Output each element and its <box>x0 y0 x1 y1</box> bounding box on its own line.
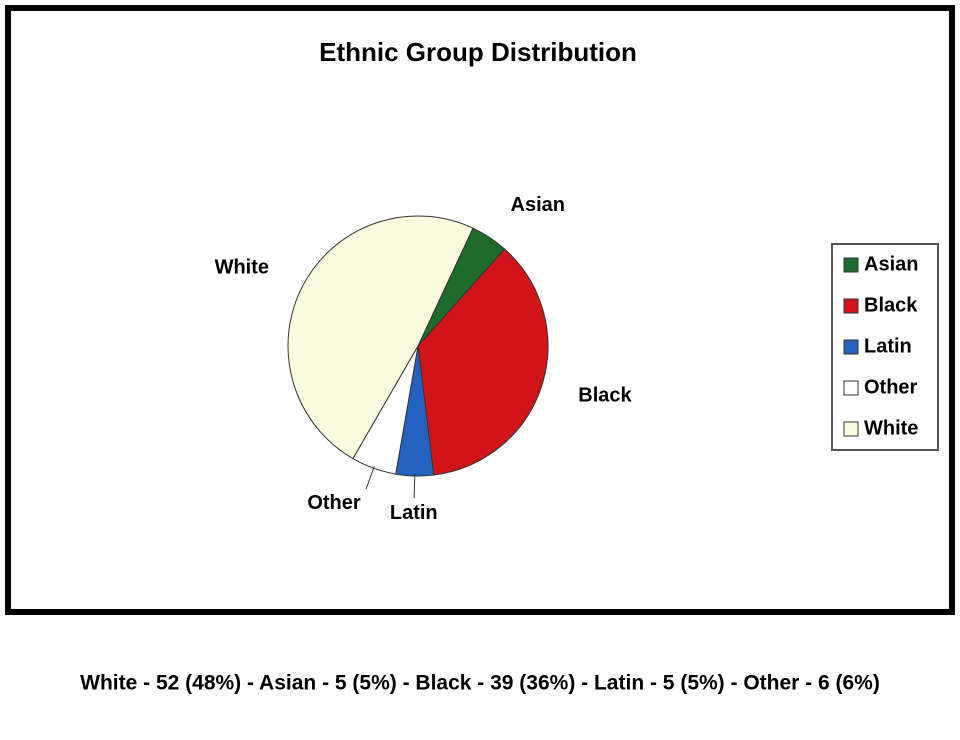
chart-title: Ethnic Group Distribution <box>319 37 637 67</box>
legend-label: Latin <box>864 335 912 357</box>
slice-label: Latin <box>390 502 438 524</box>
legend-swatch <box>843 339 859 355</box>
caption: White - 52 (48%) - Asian - 5 (5%) - Blac… <box>80 672 880 695</box>
leader-line <box>413 473 416 498</box>
legend-swatch <box>843 380 859 396</box>
legend-swatch <box>843 421 859 437</box>
legend-swatch <box>843 298 859 314</box>
slice-label: Black <box>578 385 632 407</box>
legend-label: Black <box>864 294 918 316</box>
pie-slice <box>417 248 549 476</box>
pie-slice <box>287 215 474 460</box>
slice-label: Other <box>307 492 361 514</box>
leader-line <box>365 466 375 490</box>
slice-label: Asian <box>511 194 565 216</box>
legend-label: Other <box>864 376 918 398</box>
legend-label: Asian <box>864 253 918 275</box>
slice-label: White <box>215 257 269 279</box>
legend-label: White <box>864 417 918 439</box>
legend-swatch <box>843 257 859 273</box>
